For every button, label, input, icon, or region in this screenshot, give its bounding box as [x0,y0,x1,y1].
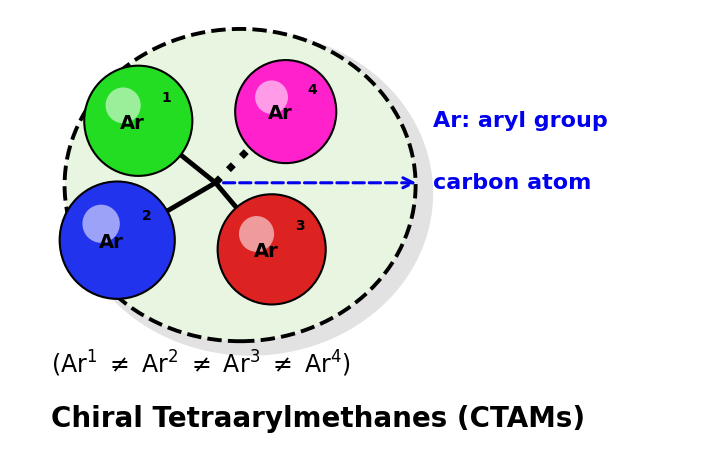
Ellipse shape [239,216,274,252]
Text: 3: 3 [295,219,305,233]
Text: Chiral Tetraarylmethanes (CTAMs): Chiral Tetraarylmethanes (CTAMs) [50,405,585,433]
Text: 4: 4 [307,83,317,97]
Ellipse shape [60,182,175,299]
Text: (Ar$^1$ $\neq$ Ar$^2$ $\neq$ Ar$^3$ $\neq$ Ar$^4$): (Ar$^1$ $\neq$ Ar$^2$ $\neq$ Ar$^3$ $\ne… [50,349,351,379]
Text: Ar: Ar [99,233,124,252]
Text: Ar: Ar [120,114,145,133]
Ellipse shape [235,60,336,163]
Text: Ar: Ar [253,242,279,261]
Text: 2: 2 [143,208,152,223]
Ellipse shape [217,194,325,304]
Text: Ar: Ar [268,104,292,123]
Ellipse shape [84,66,192,176]
Ellipse shape [106,87,140,123]
Ellipse shape [255,80,288,114]
Text: 1: 1 [161,91,171,104]
Text: carbon atom: carbon atom [433,173,592,193]
Ellipse shape [65,29,415,341]
Ellipse shape [82,205,120,243]
Ellipse shape [68,31,433,356]
Text: Ar: aryl group: Ar: aryl group [433,111,608,131]
